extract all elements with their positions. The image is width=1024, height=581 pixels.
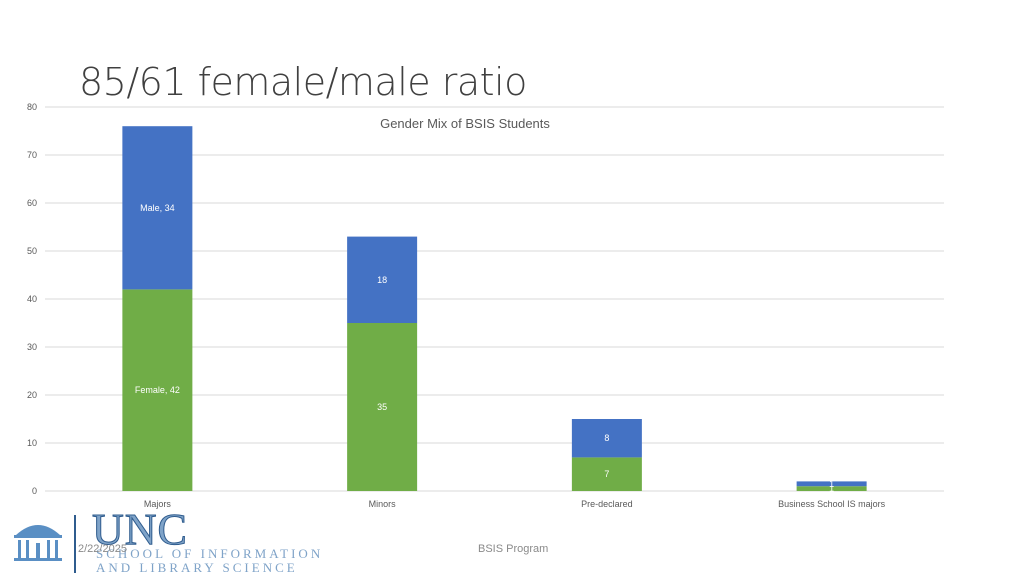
chart-title: Gender Mix of BSIS Students [380, 116, 550, 131]
data-label: Male, 34 [140, 203, 175, 213]
data-label: 1 [829, 479, 834, 489]
y-tick-label: 30 [27, 342, 37, 352]
bar-female [122, 289, 193, 491]
y-tick-label: 60 [27, 198, 37, 208]
bar-female [796, 486, 867, 491]
bar-female [347, 323, 418, 491]
logo-unc-text: UNC [92, 505, 188, 555]
data-label: 18 [377, 275, 387, 285]
x-tick-label: Minors [369, 499, 397, 509]
footer-center-text: BSIS Program [478, 543, 549, 555]
y-tick-label: 80 [27, 102, 37, 112]
unc-sils-logo [12, 513, 332, 576]
y-tick-label: 50 [27, 246, 37, 256]
slide-title: 85/61 female/male ratio [79, 60, 527, 104]
bar-male [347, 236, 418, 323]
y-tick-label: 20 [27, 390, 37, 400]
data-label: 1 [829, 484, 834, 494]
footer-date: 2/22/2025 [78, 543, 127, 555]
y-tick-label: 70 [27, 150, 37, 160]
bar-male [796, 481, 867, 487]
x-tick-label: Majors [144, 499, 172, 509]
x-tick-label: Business School IS majors [778, 499, 886, 509]
data-label: 35 [377, 402, 387, 412]
bar-male [122, 126, 193, 290]
y-tick-label: 0 [32, 486, 37, 496]
y-tick-label: 10 [27, 438, 37, 448]
data-label: Female, 42 [135, 385, 180, 395]
old-well-icon [14, 515, 76, 573]
data-label: 7 [604, 469, 609, 479]
bar-male [571, 419, 642, 458]
data-label: 8 [604, 433, 609, 443]
bar-female [571, 457, 642, 491]
y-tick-label: 40 [27, 294, 37, 304]
x-tick-label: Pre-declared [581, 499, 633, 509]
logo-line-1: SCHOOL OF INFORMATION [96, 546, 324, 561]
logo-line-2: AND LIBRARY SCIENCE [96, 560, 298, 575]
